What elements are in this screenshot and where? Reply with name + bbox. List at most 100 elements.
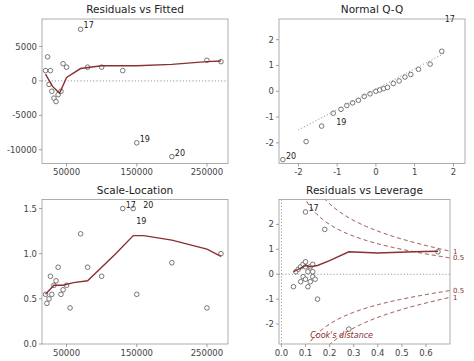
point	[306, 269, 311, 274]
y-tick-label: 2	[269, 35, 274, 45]
x-tick-label: -1	[333, 167, 341, 177]
point	[64, 65, 69, 70]
y-tick	[276, 299, 279, 300]
panel: Residuals vs Leverage0.00.10.20.30.40.50…	[266, 162, 465, 361]
y-tick	[39, 149, 42, 150]
point-label: 20	[143, 201, 153, 210]
x-tick-label: 0.1	[299, 348, 313, 358]
x-tick-label: 0.4	[371, 348, 385, 358]
point	[304, 139, 309, 144]
plot-area	[43, 206, 223, 310]
x-tick-label: 0.3	[347, 348, 361, 358]
point	[120, 206, 125, 211]
y-tick-label: 0.5	[23, 294, 37, 304]
x-tick-label: 0.0	[275, 348, 289, 358]
figure: Residuals vs Fitted50000150000250000-100…	[0, 0, 474, 361]
y-tick-label: 2	[269, 219, 274, 229]
y-tick-label: 5000	[15, 42, 37, 52]
smooth-line	[46, 236, 221, 295]
y-tick-label: 1.0	[23, 249, 37, 259]
point	[397, 79, 402, 84]
plot-area	[42, 27, 228, 159]
point	[306, 284, 311, 289]
point	[78, 232, 83, 237]
y-tick	[39, 298, 42, 299]
contour-level-label: 1	[453, 248, 457, 256]
point	[391, 81, 396, 86]
y-tick	[276, 39, 279, 40]
x-tick-label: 0	[373, 167, 378, 177]
page: {"chart_data": [ {"type": "scatter", "ti…	[0, 0, 474, 361]
labels: 17 19 20	[84, 21, 185, 157]
y-tick-label: -2	[266, 138, 274, 148]
panel: Residuals vs Fitted50000150000250000-100…	[7, 3, 228, 177]
y-tick-label: 1.5	[23, 204, 37, 214]
y-tick	[276, 249, 279, 250]
title: Normal Q-Q	[341, 3, 403, 15]
title: Residuals vs Leverage	[306, 184, 423, 196]
point-label: 17	[126, 201, 136, 210]
point	[408, 72, 413, 77]
y-tick-label: 1	[269, 60, 274, 70]
point-label: 17	[84, 21, 94, 30]
point	[385, 85, 390, 90]
y-tick	[39, 115, 42, 116]
point	[303, 210, 308, 215]
y-tick-label: 0.0	[23, 339, 37, 349]
y-tick-label: 1	[269, 244, 274, 254]
point	[205, 306, 210, 311]
frame	[279, 19, 465, 164]
frame	[42, 19, 228, 164]
cook-contour	[303, 297, 450, 344]
point-label: 19	[140, 135, 150, 144]
point	[403, 75, 408, 80]
y-tick	[39, 208, 42, 209]
point	[281, 157, 286, 162]
smooth-line	[293, 251, 438, 271]
axes: 50000150000250000-10000-500005000	[7, 42, 223, 177]
point-label: 20	[286, 152, 296, 161]
point	[48, 274, 53, 279]
point	[50, 292, 55, 297]
labels: 171920	[126, 201, 154, 226]
labels: 171920	[286, 15, 455, 161]
zero-line	[281, 200, 282, 345]
y-tick	[276, 224, 279, 225]
x-tick-label: 250000	[191, 167, 223, 177]
point	[313, 277, 318, 282]
labels: 0.50.511Cook's distance17	[308, 204, 464, 340]
y-tick-label: -1	[266, 294, 274, 304]
y-tick	[276, 65, 279, 66]
point	[85, 265, 90, 270]
point	[120, 68, 125, 73]
x-tick-label: 0.6	[419, 348, 433, 358]
reference-line	[298, 53, 445, 130]
smooth-line	[46, 61, 221, 93]
y-tick	[39, 344, 42, 345]
x-tick-label: 250000	[191, 348, 223, 358]
x-tick-label: 50000	[53, 167, 80, 177]
y-tick-label: -2	[266, 319, 274, 329]
zero-line	[42, 80, 228, 81]
point	[54, 278, 59, 283]
axes: -2-1012-2-1012	[266, 35, 457, 177]
point-label: 20	[175, 149, 185, 158]
y-tick	[276, 274, 279, 275]
point-label: 17	[308, 204, 318, 213]
title: Scale-Location	[97, 184, 173, 196]
point	[47, 297, 52, 302]
y-tick	[276, 324, 279, 325]
x-tick-label: 150000	[121, 348, 153, 358]
point	[322, 227, 327, 232]
plot-area	[279, 200, 450, 345]
point	[134, 292, 139, 297]
y-tick	[276, 142, 279, 143]
x-tick-label: -2	[294, 167, 302, 177]
point	[439, 49, 444, 54]
x-tick-label: 150000	[121, 167, 153, 177]
point	[308, 279, 313, 284]
point	[54, 99, 59, 104]
frame	[279, 200, 450, 345]
contour-legend: Cook's distance	[310, 331, 373, 340]
cook-contour	[293, 291, 450, 344]
